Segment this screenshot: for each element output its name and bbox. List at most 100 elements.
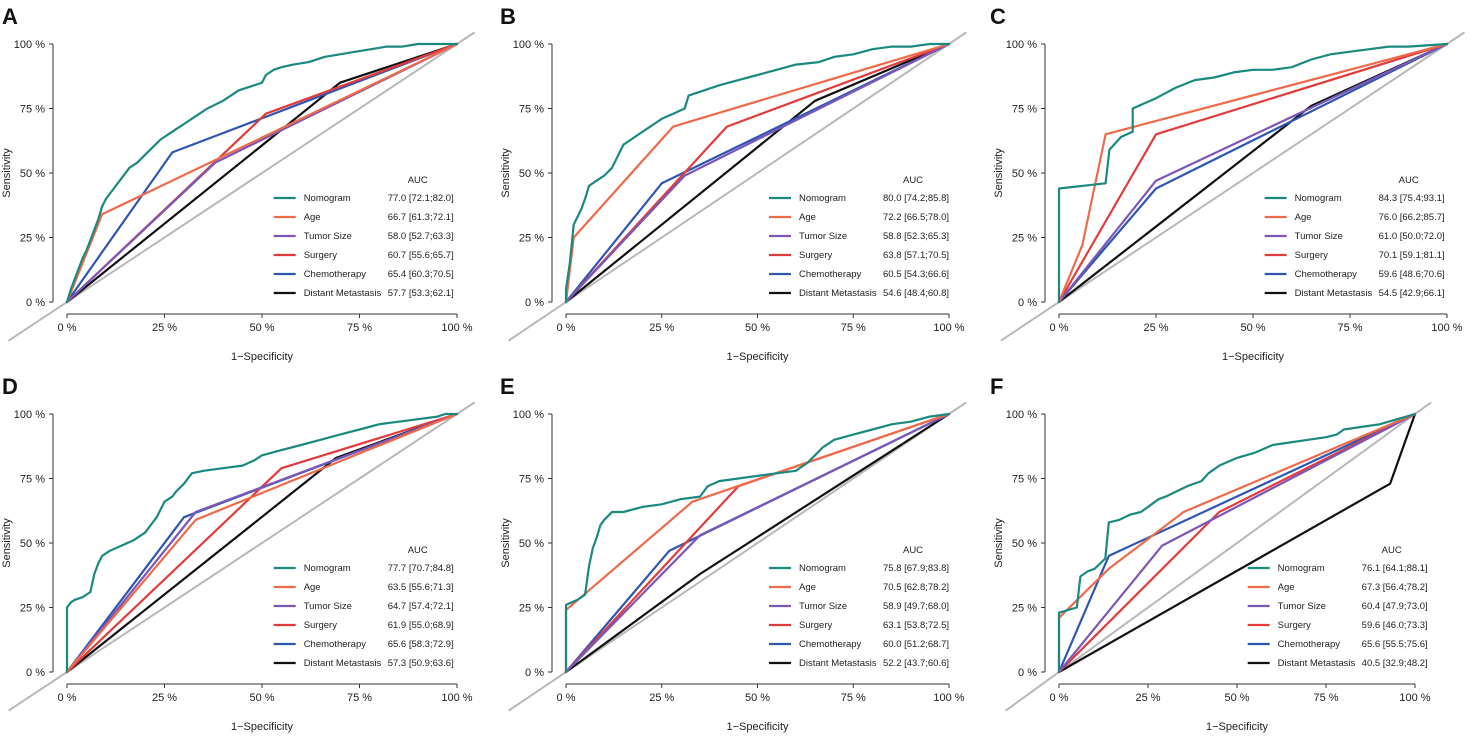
panel-c-legend-auc-age: 76.0 [66.2;85.7]: [1379, 212, 1445, 223]
panel-e-y-tick-label: 100 %: [513, 409, 544, 421]
panel-d-reference-diagonal: [7, 401, 476, 712]
panel-f-legend-label-age: Age: [1278, 582, 1295, 593]
panel-f-legend-auc-nomogram: 76.1 [64.1;88.1]: [1362, 563, 1428, 574]
panel-c-reference-diagonal: [1000, 31, 1466, 342]
panel-d-legend-auc-nomogram: 77.7 [70.7;84.8]: [388, 563, 454, 574]
panel-e-legend-label-chemotherapy: Chemotherapy: [799, 639, 862, 650]
panel-b-x-tick-label: 50 %: [745, 322, 770, 334]
panel-d-legend-title: AUC: [408, 545, 428, 556]
panel-a-legend-title: AUC: [408, 175, 428, 186]
panel-a-legend-auc-surgery: 60.7 [55.6;65.7]: [388, 250, 454, 261]
panel-d-legend-label-distant-metastasis: Distant Metastasis: [304, 658, 382, 669]
panel-e-x-tick-label: 0 %: [557, 692, 576, 704]
panel-f-y-tick-label: 75 %: [1012, 474, 1037, 486]
panel-f-x-axis-title: 1−Specificity: [1206, 721, 1269, 733]
panel-d-curve-surgery: [65, 412, 459, 674]
panel-f-legend-title: AUC: [1382, 545, 1402, 556]
panel-e-x-tick-label: 25 %: [649, 692, 674, 704]
panel-f-x-tick-label: 100 %: [1399, 692, 1430, 704]
panel-c-y-tick-label: 0 %: [1018, 297, 1037, 309]
panel-d-x-tick-label: 75 %: [347, 692, 372, 704]
panel-f-x-tick-label: 75 %: [1313, 692, 1338, 704]
panel-c-x-tick-label: 50 %: [1240, 322, 1265, 334]
panel-d-y-tick-label: 25 %: [20, 603, 45, 615]
panel-a-x-tick-label: 0 %: [58, 322, 77, 334]
panel-a-curve-age: [65, 42, 459, 304]
panel-d-x-tick-label: 0 %: [58, 692, 77, 704]
panel-a-legend-label-tumor-size: Tumor Size: [304, 231, 352, 242]
panel-e-x-axis-title: 1−Specificity: [726, 721, 789, 733]
panel-e-legend-label-age: Age: [799, 582, 816, 593]
panel-c-curve-nomogram: [1057, 42, 1449, 304]
panel-c-legend-title: AUC: [1399, 175, 1419, 186]
panel-a-letter: A: [2, 4, 18, 29]
panel-b-x-axis-title: 1−Specificity: [726, 351, 789, 363]
panel-f-letter: F: [990, 374, 1003, 399]
panel-f: F 0 % 25 % 50 % 75 % 100 % 0 % 25 % 50 % 75 % 100 …: [990, 374, 1432, 733]
panel-c-legend-label-age: Age: [1295, 212, 1312, 223]
panel-c-legend-label-chemotherapy: Chemotherapy: [1295, 269, 1358, 280]
panel-e-legend-label-distant-metastasis: Distant Metastasis: [799, 658, 877, 669]
panel-c-x-tick-label: 0 %: [1050, 322, 1069, 334]
panel-c-letter: C: [990, 4, 1006, 29]
panel-f-curve-tumor-size: [1057, 412, 1417, 674]
panel-f-x-tick-label: 0 %: [1050, 692, 1069, 704]
panel-e-legend-auc-tumor-size: 58.9 [49.7;68.0]: [883, 601, 949, 612]
panel-a-legend-label-surgery: Surgery: [304, 250, 338, 261]
panel-b-legend-label-tumor-size: Tumor Size: [799, 231, 847, 242]
panel-e-y-axis-title: Sensitivity: [500, 518, 512, 568]
panel-f-legend-label-surgery: Surgery: [1278, 620, 1312, 631]
panel-d-y-tick-label: 0 %: [26, 667, 45, 679]
panel-f-legend-auc-surgery: 59.6 [46.0;73.3]: [1362, 620, 1428, 631]
panel-f-legend-label-nomogram: Nomogram: [1278, 563, 1325, 574]
panel-b-legend-label-nomogram: Nomogram: [799, 193, 846, 204]
panel-b-legend-label-chemotherapy: Chemotherapy: [799, 269, 862, 280]
panel-d-legend-auc-age: 63.5 [55.6;71.3]: [388, 582, 454, 593]
panel-d-legend-auc-surgery: 61.9 [55.0;68.9]: [388, 620, 454, 631]
panel-e-y-tick-label: 0 %: [525, 667, 544, 679]
panel-c-x-axis-title: 1−Specificity: [1222, 351, 1285, 363]
panel-e-y-tick-label: 50 %: [519, 538, 544, 550]
panel-e-x-tick-label: 100 %: [933, 692, 964, 704]
panel-c-curve-age: [1057, 42, 1449, 304]
panel-e-x-tick-label: 75 %: [841, 692, 866, 704]
panel-a-y-tick-label: 100 %: [14, 39, 45, 51]
panel-c-legend-label-surgery: Surgery: [1295, 250, 1329, 261]
panel-c-y-tick-label: 100 %: [1006, 39, 1037, 51]
panel-a-legend-label-distant-metastasis: Distant Metastasis: [304, 288, 382, 299]
panel-e-legend-auc-distant-metastasis: 52.2 [43.7;60.6]: [883, 658, 949, 669]
panel-d-x-axis-title: 1−Specificity: [231, 721, 294, 733]
panel-a-x-axis-title: 1−Specificity: [231, 351, 294, 363]
panel-e-curve-nomogram: [564, 412, 951, 674]
panel-d-curve-tumor-size: [65, 412, 459, 674]
panel-b-legend-label-surgery: Surgery: [799, 250, 833, 261]
panel-f-curve-nomogram: [1057, 412, 1417, 674]
panel-b-legend-label-distant-metastasis: Distant Metastasis: [799, 288, 877, 299]
panel-a-curve-nomogram: [65, 42, 459, 304]
panel-e-y-tick-label: 75 %: [519, 474, 544, 486]
panel-a-legend-auc-nomogram: 77.0 [72.1;82.0]: [388, 193, 454, 204]
panel-a-curve-distant-metastasis: [65, 42, 459, 304]
panel-f-x-tick-label: 25 %: [1135, 692, 1160, 704]
panel-f-curve-distant-metastasis: [1057, 412, 1417, 674]
panel-d-x-tick-label: 100 %: [441, 692, 472, 704]
panel-d-legend-auc-chemotherapy: 65.6 [58.3;72.9]: [388, 639, 454, 650]
panel-d-legend-auc-distant-metastasis: 57.3 [50.9;63.6]: [388, 658, 454, 669]
panel-a-x-tick-label: 75 %: [347, 322, 372, 334]
panel-f-legend-auc-tumor-size: 60.4 [47.9;73.0]: [1362, 601, 1428, 612]
panel-c-legend-auc-chemotherapy: 59.6 [48.6;70.6]: [1379, 269, 1445, 280]
panel-c-y-tick-label: 75 %: [1012, 104, 1037, 116]
panel-b-y-axis-title: Sensitivity: [500, 148, 512, 198]
panel-c-legend-auc-surgery: 70.1 [59.1;81.1]: [1379, 250, 1445, 261]
panel-a-curve-chemotherapy: [65, 42, 459, 304]
panel-e-legend-auc-age: 70.5 [62.8;78.2]: [883, 582, 949, 593]
panel-c-legend-label-tumor-size: Tumor Size: [1295, 231, 1343, 242]
panel-d-curve-nomogram: [65, 412, 459, 674]
panel-f-curve-chemotherapy: [1057, 412, 1417, 674]
panel-f-y-tick-label: 100 %: [1006, 409, 1037, 421]
panel-f-x-tick-label: 50 %: [1224, 692, 1249, 704]
panel-d-legend-label-age: Age: [304, 582, 321, 593]
panel-e: E 0 % 25 % 50 % 75 % 100 % 0 % 25 % 50 % 75 % 100 …: [500, 374, 967, 733]
panel-f-legend-label-tumor-size: Tumor Size: [1278, 601, 1326, 612]
